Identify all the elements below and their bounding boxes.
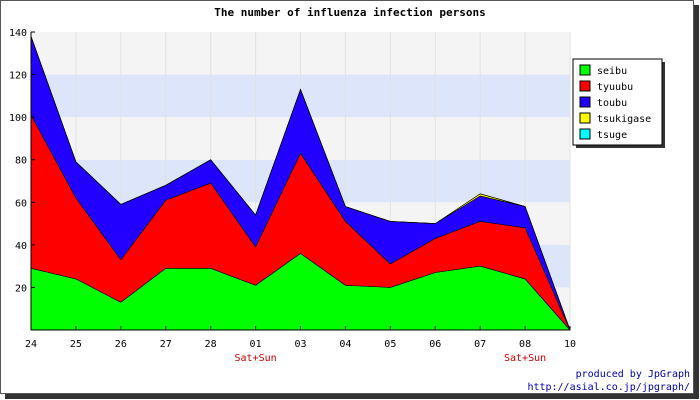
legend-label-tsuge: tsuge [597, 130, 627, 141]
x-tick-sublabel: Sat+Sun [504, 353, 546, 364]
y-tick-label: 120 [9, 71, 27, 82]
x-tick-sublabel: Sat+Sun [235, 353, 277, 364]
y-tick-label: 80 [15, 156, 27, 167]
x-tick-label: 01 [250, 339, 262, 350]
legend-swatch-tsukigase [579, 112, 591, 124]
y-tick-label: 60 [15, 198, 27, 209]
x-tick-label: 03 [294, 339, 306, 350]
x-tick-label: 08 [519, 339, 531, 350]
x-axis-ticks: 24 25 26 27 28 01 Sat+Sun 03 04 05 06 07 08 Sat+Sun 10 [25, 326, 576, 364]
legend-label-toubu: toubu [597, 98, 627, 109]
x-tick-label: 06 [429, 339, 441, 350]
x-tick-label: 26 [115, 339, 127, 350]
legend: seibu tyuubu toubu tsukigase tsuge [572, 58, 665, 148]
legend-swatch-toubu [579, 96, 591, 108]
y-tick-label: 100 [9, 113, 27, 124]
y-tick-label: 140 [9, 28, 27, 39]
legend-swatch-tyuubu [579, 80, 591, 92]
y-tick-label: 40 [15, 241, 27, 252]
legend-label-tsukigase: tsukigase [597, 114, 651, 125]
credit-line-1: produced by JpGraph [576, 369, 690, 380]
x-tick-label: 24 [25, 339, 37, 350]
x-tick-label: 10 [564, 339, 576, 350]
chart-title: The number of influenza infection person… [214, 6, 486, 19]
legend-swatch-seibu [579, 64, 591, 76]
x-tick-label: 28 [205, 339, 217, 350]
y-axis-ticks: 20 40 60 80 100 120 140 [9, 28, 35, 294]
x-tick-label: 04 [339, 339, 351, 350]
x-tick-label: 07 [474, 339, 486, 350]
legend-swatch-tsuge [579, 128, 591, 140]
y-tick-label: 20 [15, 283, 27, 294]
credit-link[interactable]: http://asial.co.jp/jpgraph/ [527, 382, 690, 393]
x-tick-label: 25 [70, 339, 82, 350]
legend-label-tyuubu: tyuubu [597, 82, 633, 93]
series-areas [30, 36, 571, 331]
legend-label-seibu: seibu [597, 66, 627, 77]
x-tick-label: 05 [384, 339, 396, 350]
x-tick-label: 27 [160, 339, 172, 350]
